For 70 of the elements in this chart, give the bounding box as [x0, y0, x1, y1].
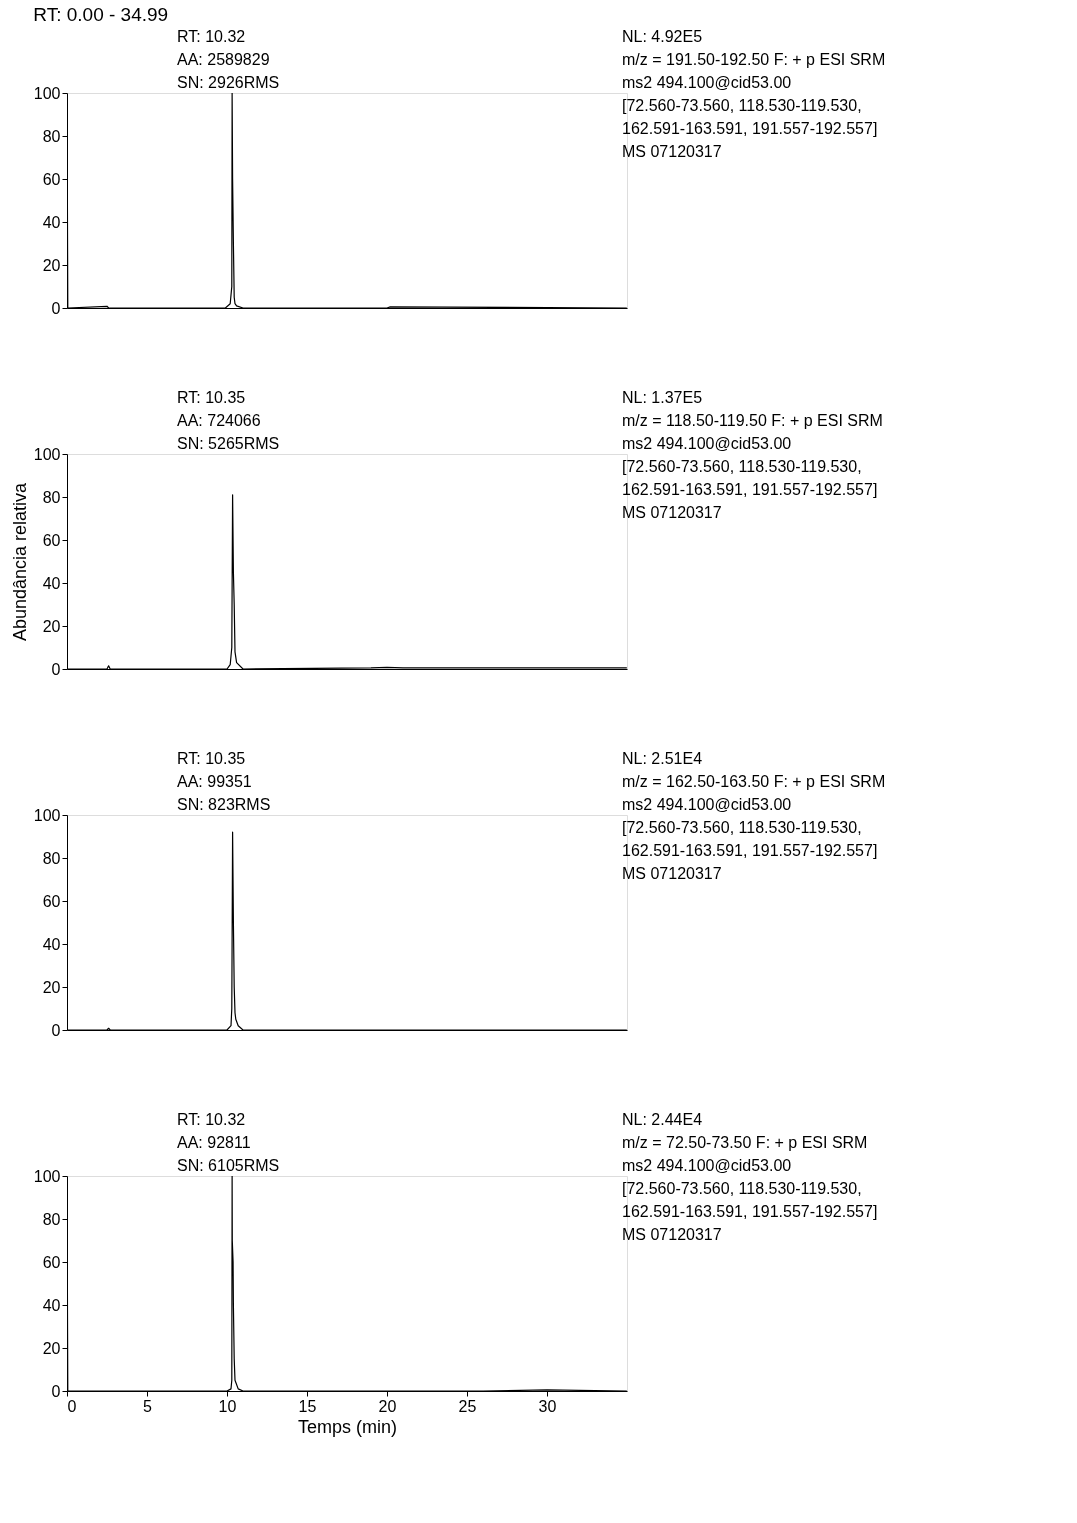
x-tick-label: 15 [298, 1397, 317, 1415]
annotation: MS 07120317 [622, 504, 722, 521]
y-tick-label: 100 [33, 445, 61, 463]
y-tick-label: 80 [42, 127, 61, 145]
y-tick-label: 40 [42, 213, 61, 231]
y-tick-label: 80 [42, 1210, 61, 1228]
y-tick-label: 0 [51, 299, 61, 317]
y-tick-label: 80 [42, 849, 61, 867]
y-tick-label: 60 [42, 170, 61, 188]
y-tick-label: 40 [42, 935, 61, 953]
text: AA: 99351 [177, 773, 252, 790]
text: NL: 2.44E4 [622, 1111, 703, 1128]
text: NL: 1.37E5 [622, 389, 703, 406]
y-tick-label: 20 [42, 617, 61, 635]
text: SN: 823RMS [177, 796, 271, 813]
text: ms2 494.100@cid53.00 [622, 435, 792, 452]
y-tick-label: 0 [51, 1021, 61, 1039]
x-tick-label: 25 [458, 1397, 477, 1415]
annotation: [72.560-73.560, 118.530-119.530, [622, 819, 862, 836]
text: m/z = 72.50-73.50 F: + p ESI SRM [622, 1134, 868, 1151]
y-tick-label: 60 [42, 531, 61, 549]
x-tick-label: 5 [143, 1397, 153, 1415]
text: RT: 10.32 [177, 1111, 246, 1128]
y-tick-label: 100 [33, 806, 61, 824]
text: SN: 5265RMS [177, 435, 280, 452]
x-tick-label: 20 [378, 1397, 397, 1415]
annotation: [72.560-73.560, 118.530-119.530, [622, 1180, 862, 1197]
y-tick-label: 20 [42, 978, 61, 996]
annotation: MS 07120317 [622, 1226, 722, 1243]
annotation: 162.591-163.591, 191.557-192.557] [622, 120, 878, 137]
y-tick-label: 100 [33, 84, 61, 102]
y-tick-label: 20 [42, 256, 61, 274]
y-tick-label: 0 [51, 1382, 61, 1400]
y-tick-label: 60 [42, 892, 61, 910]
y-tick-label: 60 [42, 1253, 61, 1271]
text: NL: 4.92E5 [622, 28, 703, 45]
text: m/z = 118.50-119.50 F: + p ESI SRM [622, 412, 883, 429]
text: RT: 10.35 [177, 389, 246, 406]
annotation: 162.591-163.591, 191.557-192.557] [622, 481, 878, 498]
x-axis-title: Temps (min) [297, 1416, 398, 1437]
text: NL: 2.51E4 [622, 750, 703, 767]
text: RT: 10.32 [177, 28, 246, 45]
text: AA: 92811 [177, 1134, 251, 1151]
annotation: 162.591-163.591, 191.557-192.557] [622, 842, 878, 859]
y-tick-label: 100 [33, 1167, 61, 1185]
y-tick-label: 20 [42, 1339, 61, 1357]
text: ms2 494.100@cid53.00 [622, 1157, 792, 1174]
annotation: [72.560-73.560, 118.530-119.530, [622, 97, 862, 114]
text: ms2 494.100@cid53.00 [622, 796, 792, 813]
annotation: 162.591-163.591, 191.557-192.557] [622, 1203, 878, 1220]
annotation: MS 07120317 [622, 865, 722, 882]
text: m/z = 191.50-192.50 F: + p ESI SRM [622, 51, 886, 68]
y-tick-label: 40 [42, 574, 61, 592]
text: AA: 724066 [177, 412, 261, 429]
x-tick-label: 30 [538, 1397, 557, 1415]
text: m/z = 162.50-163.50 F: + p ESI SRM [622, 773, 886, 790]
text: SN: 2926RMS [177, 74, 280, 91]
text: AA: 2589829 [177, 51, 270, 68]
annotation: [72.560-73.560, 118.530-119.530, [622, 458, 862, 475]
text: SN: 6105RMS [177, 1157, 280, 1174]
x-tick-label: 10 [218, 1397, 237, 1415]
chart-title: RT: 0.00 - 34.99 [33, 4, 169, 25]
text: RT: 10.35 [177, 750, 246, 767]
y-axis-title: Abundância relativa [9, 481, 30, 642]
y-tick-label: 80 [42, 488, 61, 506]
y-tick-label: 40 [42, 1296, 61, 1314]
y-tick-label: 0 [51, 660, 61, 678]
text: ms2 494.100@cid53.00 [622, 74, 792, 91]
annotation: MS 07120317 [622, 143, 722, 160]
x-tick-label: 0 [67, 1397, 77, 1415]
